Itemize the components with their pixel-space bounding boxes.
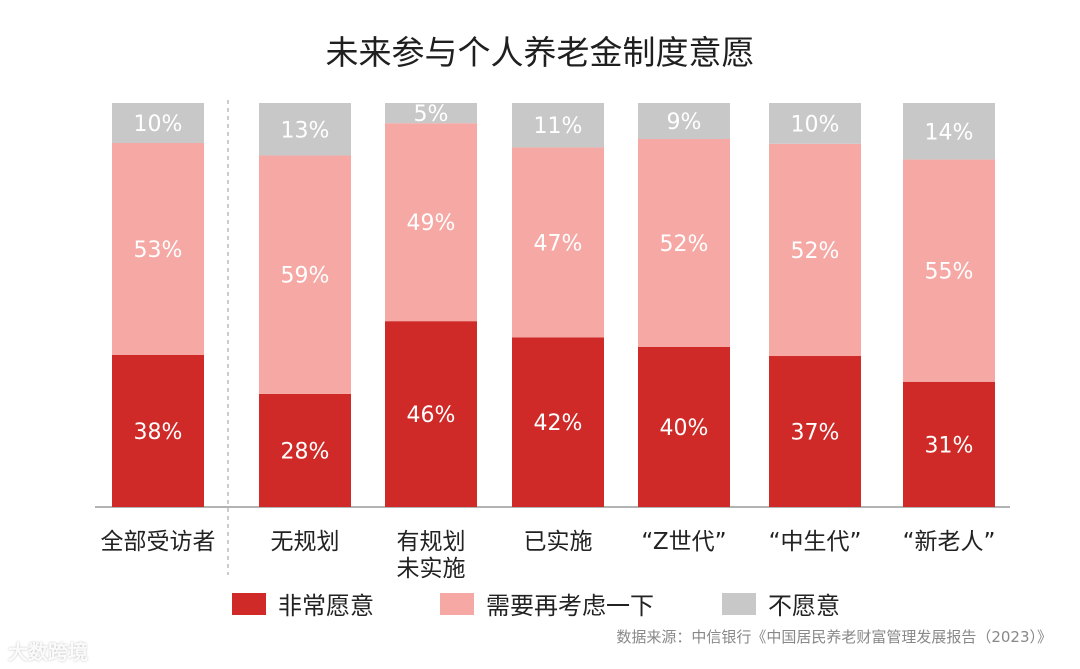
data-label-new-elderly-reconsider: 55%	[925, 260, 974, 285]
bar-planned-not-implemented-very-willing	[385, 321, 477, 507]
legend-label-very-willing: 非常愿意	[278, 592, 374, 620]
bar-mid-generation-unwilling	[769, 103, 861, 144]
data-label-no-plan-reconsider: 59%	[281, 264, 330, 289]
legend-item-unwilling: 不愿意	[722, 586, 840, 621]
data-label-gen-z-reconsider: 52%	[660, 232, 709, 257]
bar-no-plan-unwilling	[259, 103, 351, 156]
category-label-planned-not-implemented: 有规划未实施	[397, 529, 466, 582]
category-label-gen-z: “Z世代”	[641, 529, 726, 555]
bar-implemented-unwilling	[512, 103, 604, 148]
data-label-gen-z-unwilling: 9%	[667, 110, 702, 135]
bar-gen-z-very-willing	[638, 347, 730, 507]
bar-all-respondents-unwilling	[112, 103, 204, 143]
data-label-new-elderly-unwilling: 14%	[925, 120, 974, 145]
bar-mid-generation-very-willing	[769, 356, 861, 507]
bar-implemented-very-willing	[512, 337, 604, 507]
data-label-planned-not-implemented-reconsider: 49%	[407, 211, 456, 236]
data-label-all-respondents-unwilling: 10%	[134, 112, 183, 137]
category-label-no-plan: 无规划	[271, 529, 340, 555]
bar-new-elderly-reconsider	[903, 159, 995, 382]
legend-swatch-unwilling	[722, 592, 756, 615]
data-label-no-plan-very-willing: 28%	[281, 439, 330, 464]
data-label-implemented-reconsider: 47%	[534, 231, 583, 256]
data-label-planned-not-implemented-unwilling: 5%	[414, 102, 449, 127]
data-label-mid-generation-reconsider: 52%	[791, 239, 840, 264]
category-label-implemented: 已实施	[524, 529, 593, 555]
bar-planned-not-implemented-unwilling	[385, 103, 477, 124]
watermark-logo: 大数跨境	[8, 640, 88, 664]
bar-implemented-reconsider	[512, 147, 604, 338]
data-label-implemented-unwilling: 11%	[534, 114, 583, 139]
bar-gen-z-reconsider	[638, 139, 730, 347]
legend-swatch-reconsider	[440, 592, 474, 615]
legend-item-reconsider: 需要再考虑一下	[440, 586, 654, 621]
legend-swatch-very-willing	[232, 592, 266, 615]
bar-gen-z-unwilling	[638, 103, 730, 139]
legend-item-very-willing: 非常愿意	[232, 586, 374, 621]
source-note: 数据来源：中信银行《中国居民养老财富管理发展报告（2023）》	[616, 628, 1052, 646]
data-label-all-respondents-very-willing: 38%	[134, 420, 183, 445]
data-label-gen-z-very-willing: 40%	[660, 416, 709, 441]
legend-label-unwilling: 不愿意	[768, 592, 840, 620]
category-label-mid-generation: “中生代”	[769, 529, 862, 555]
bar-all-respondents-reconsider	[112, 143, 204, 355]
data-label-mid-generation-unwilling: 10%	[791, 112, 840, 137]
bar-no-plan-reconsider	[259, 155, 351, 394]
bar-all-respondents-very-willing	[112, 355, 204, 507]
data-label-all-respondents-reconsider: 53%	[134, 238, 183, 263]
legend-label-reconsider: 需要再考虑一下	[486, 592, 654, 620]
data-label-no-plan-unwilling: 13%	[281, 118, 330, 143]
bar-mid-generation-reconsider	[769, 143, 861, 357]
category-label-all-respondents: 全部受访者	[101, 529, 216, 555]
data-label-mid-generation-very-willing: 37%	[791, 421, 840, 446]
bar-new-elderly-unwilling	[903, 103, 995, 160]
chart-title: 未来参与个人养老金制度意愿	[325, 33, 755, 72]
bar-planned-not-implemented-reconsider	[385, 123, 477, 322]
bar-new-elderly-very-willing	[903, 381, 995, 507]
data-label-implemented-very-willing: 42%	[534, 411, 583, 436]
bar-no-plan-very-willing	[259, 393, 351, 507]
data-label-planned-not-implemented-very-willing: 46%	[407, 403, 456, 428]
data-label-new-elderly-very-willing: 31%	[925, 433, 974, 458]
category-label-new-elderly: “新老人”	[903, 529, 996, 555]
